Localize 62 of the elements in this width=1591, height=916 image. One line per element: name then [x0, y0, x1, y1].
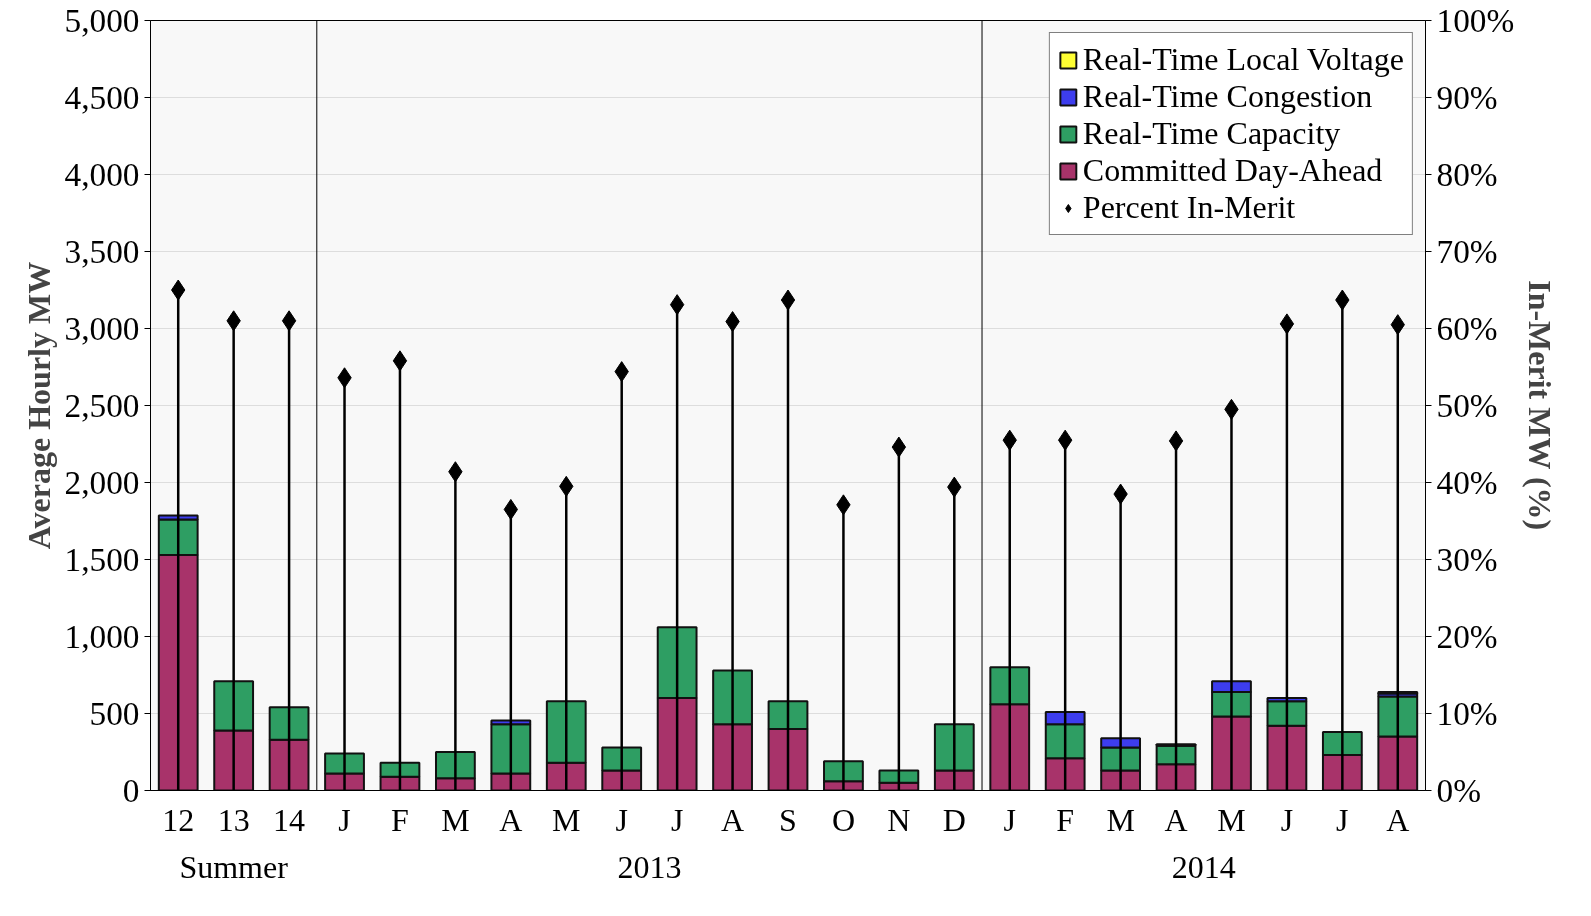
y-tick-label: 4,500 — [64, 78, 140, 116]
y2-tick-label: 100% — [1436, 2, 1515, 39]
y-tick-label: 1,500 — [64, 540, 140, 578]
x-tick-label: J — [615, 801, 628, 838]
y2-tick-label: 40% — [1436, 464, 1498, 501]
y-tick-label: 0 — [122, 771, 140, 809]
x-tick-label: 14 — [273, 801, 306, 838]
point — [1279, 313, 1295, 335]
y-tick-label: 1,000 — [64, 617, 140, 655]
y2-tick-label: 90% — [1436, 79, 1498, 116]
point — [891, 436, 907, 458]
x-tick-label: 13 — [217, 801, 250, 838]
y-tick-label: 4,000 — [64, 155, 140, 193]
x-tick-label: M — [1106, 801, 1135, 838]
x-tick-label: A — [1164, 801, 1188, 838]
y2-tick-label: 0% — [1436, 772, 1481, 809]
x-tick-label: S — [779, 801, 797, 838]
x-tick-label: J — [670, 801, 684, 838]
y2-tick-label: 80% — [1436, 156, 1498, 193]
y-tick-label: 5,000 — [64, 1, 140, 39]
y-tick-label: 500 — [89, 694, 140, 732]
x-tick-label: J — [1003, 801, 1016, 838]
legend-label: Percent In-Merit — [1082, 189, 1296, 226]
text: Summer — [179, 848, 289, 885]
x-tick-label: F — [391, 801, 409, 838]
y2-tick-label: 60% — [1436, 310, 1498, 347]
y2-tick-label: 10% — [1436, 695, 1498, 732]
x-tick-label: D — [942, 801, 966, 838]
x-tick-label: 12 — [162, 801, 195, 838]
y2-tick-label: 70% — [1436, 233, 1498, 270]
y-tick-label: 2,000 — [64, 463, 140, 501]
x-tick-label: J — [1336, 801, 1349, 838]
x-tick-label: A — [721, 801, 745, 838]
point — [1168, 430, 1184, 452]
y2-tick-label: 20% — [1436, 618, 1498, 655]
legend-label: Real-Time Local Voltage — [1082, 41, 1404, 78]
point — [281, 310, 297, 332]
text: 2014 — [1171, 848, 1236, 885]
y2-axis-title: In-Merit MW (%) — [1522, 280, 1559, 531]
y-tick-label: 2,500 — [64, 386, 140, 424]
x-tick-label: M — [552, 801, 581, 838]
x-tick-label: J — [338, 801, 351, 838]
x-tick-label: M — [1217, 801, 1246, 838]
y2-tick-label: 30% — [1436, 541, 1498, 578]
x-tick-label: F — [1056, 801, 1075, 838]
x-tick-label: O — [831, 801, 855, 838]
legend-label: Committed Day-Ahead — [1082, 152, 1383, 189]
x-tick-label: M — [441, 801, 470, 838]
y-tick-label: 3,000 — [64, 309, 140, 347]
point — [780, 289, 796, 311]
x-tick-label: N — [887, 801, 911, 838]
x-tick-label: J — [1280, 801, 1294, 838]
legend-label: Real-Time Capacity — [1082, 115, 1341, 152]
y-tick-label: 3,500 — [64, 232, 140, 270]
x-tick-label: A — [1386, 801, 1410, 838]
y2-tick-label: 50% — [1436, 387, 1498, 424]
y-axis-title: Average Hourly MW — [20, 261, 57, 550]
x-tick-label: A — [499, 801, 523, 838]
legend-label: Real-Time Congestion — [1082, 78, 1373, 115]
point — [392, 350, 408, 372]
text: 2013 — [617, 848, 682, 885]
point — [669, 294, 685, 316]
